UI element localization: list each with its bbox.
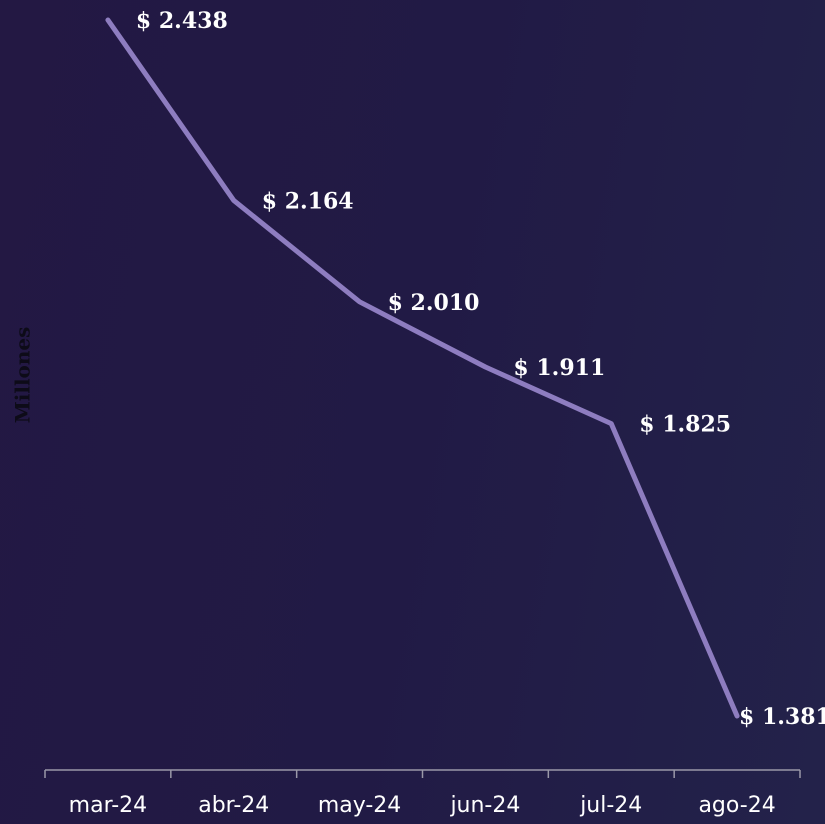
data-label: $ 2.010 xyxy=(388,290,480,316)
y-axis-label: Millones xyxy=(11,327,35,424)
x-tick-label: jul-24 xyxy=(579,793,642,818)
data-label: $ 2.438 xyxy=(136,8,228,34)
x-tick-label: abr-24 xyxy=(198,793,269,818)
data-label: $ 2.164 xyxy=(262,188,354,214)
data-label: $ 1.911 xyxy=(513,355,605,381)
x-tick-label: jun-24 xyxy=(449,793,520,818)
x-tick-label: mar-24 xyxy=(69,793,147,818)
x-tick-label: may-24 xyxy=(318,793,401,818)
line xyxy=(105,17,740,719)
data-label: $ 1.825 xyxy=(639,412,731,438)
x-tick-label: ago-24 xyxy=(698,793,775,818)
data-label: $ 1.381 xyxy=(739,704,825,730)
